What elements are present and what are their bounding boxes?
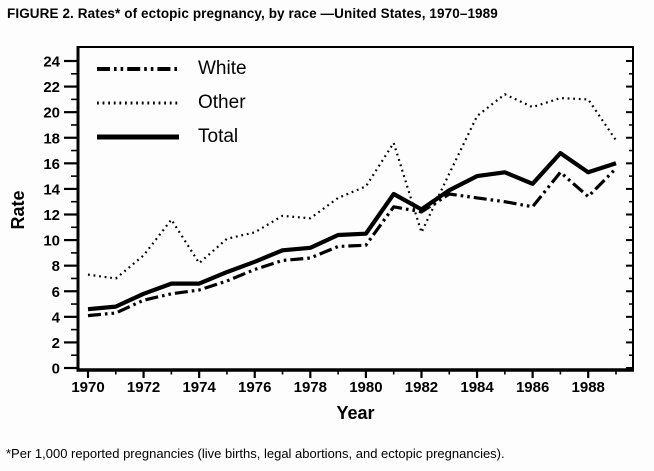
legend-item-other: Other	[96, 86, 247, 120]
svg-text:10: 10	[43, 233, 60, 250]
svg-text:1972: 1972	[127, 379, 160, 396]
svg-text:6: 6	[52, 284, 60, 301]
svg-text:1974: 1974	[182, 379, 216, 396]
svg-text:16: 16	[43, 156, 60, 173]
svg-text:1982: 1982	[405, 379, 438, 396]
svg-text:0: 0	[52, 361, 60, 378]
footnote: *Per 1,000 reported pregnancies (live bi…	[6, 446, 505, 461]
legend: White Other Total	[96, 52, 247, 154]
svg-text:22: 22	[43, 79, 60, 96]
svg-text:12: 12	[43, 207, 60, 224]
svg-text:1984: 1984	[460, 379, 494, 396]
svg-text:24: 24	[43, 54, 60, 71]
svg-text:1978: 1978	[294, 379, 327, 396]
svg-text:2: 2	[52, 335, 60, 352]
legend-item-total: Total	[96, 120, 247, 154]
dotted-line-icon	[97, 101, 179, 105]
svg-text:1986: 1986	[516, 379, 549, 396]
solid-line-icon	[97, 134, 179, 140]
svg-text:18: 18	[43, 130, 60, 147]
figure-title: FIGURE 2. Rates* of ectopic pregnancy, b…	[7, 6, 498, 21]
legend-label-total: Total	[198, 126, 239, 147]
legend-label-white: White	[198, 58, 247, 79]
dashdot-line-icon	[97, 67, 179, 71]
svg-text:1970: 1970	[71, 379, 104, 396]
svg-text:1980: 1980	[349, 379, 382, 396]
svg-text:Rate: Rate	[8, 190, 28, 229]
svg-text:8: 8	[52, 258, 60, 275]
svg-text:14: 14	[43, 181, 60, 198]
svg-text:1988: 1988	[572, 379, 605, 396]
svg-text:20: 20	[43, 105, 60, 122]
svg-text:4: 4	[52, 309, 61, 326]
legend-label-other: Other	[198, 92, 246, 113]
svg-text:Year: Year	[336, 403, 374, 423]
svg-text:1976: 1976	[238, 379, 271, 396]
legend-item-white: White	[96, 52, 247, 86]
